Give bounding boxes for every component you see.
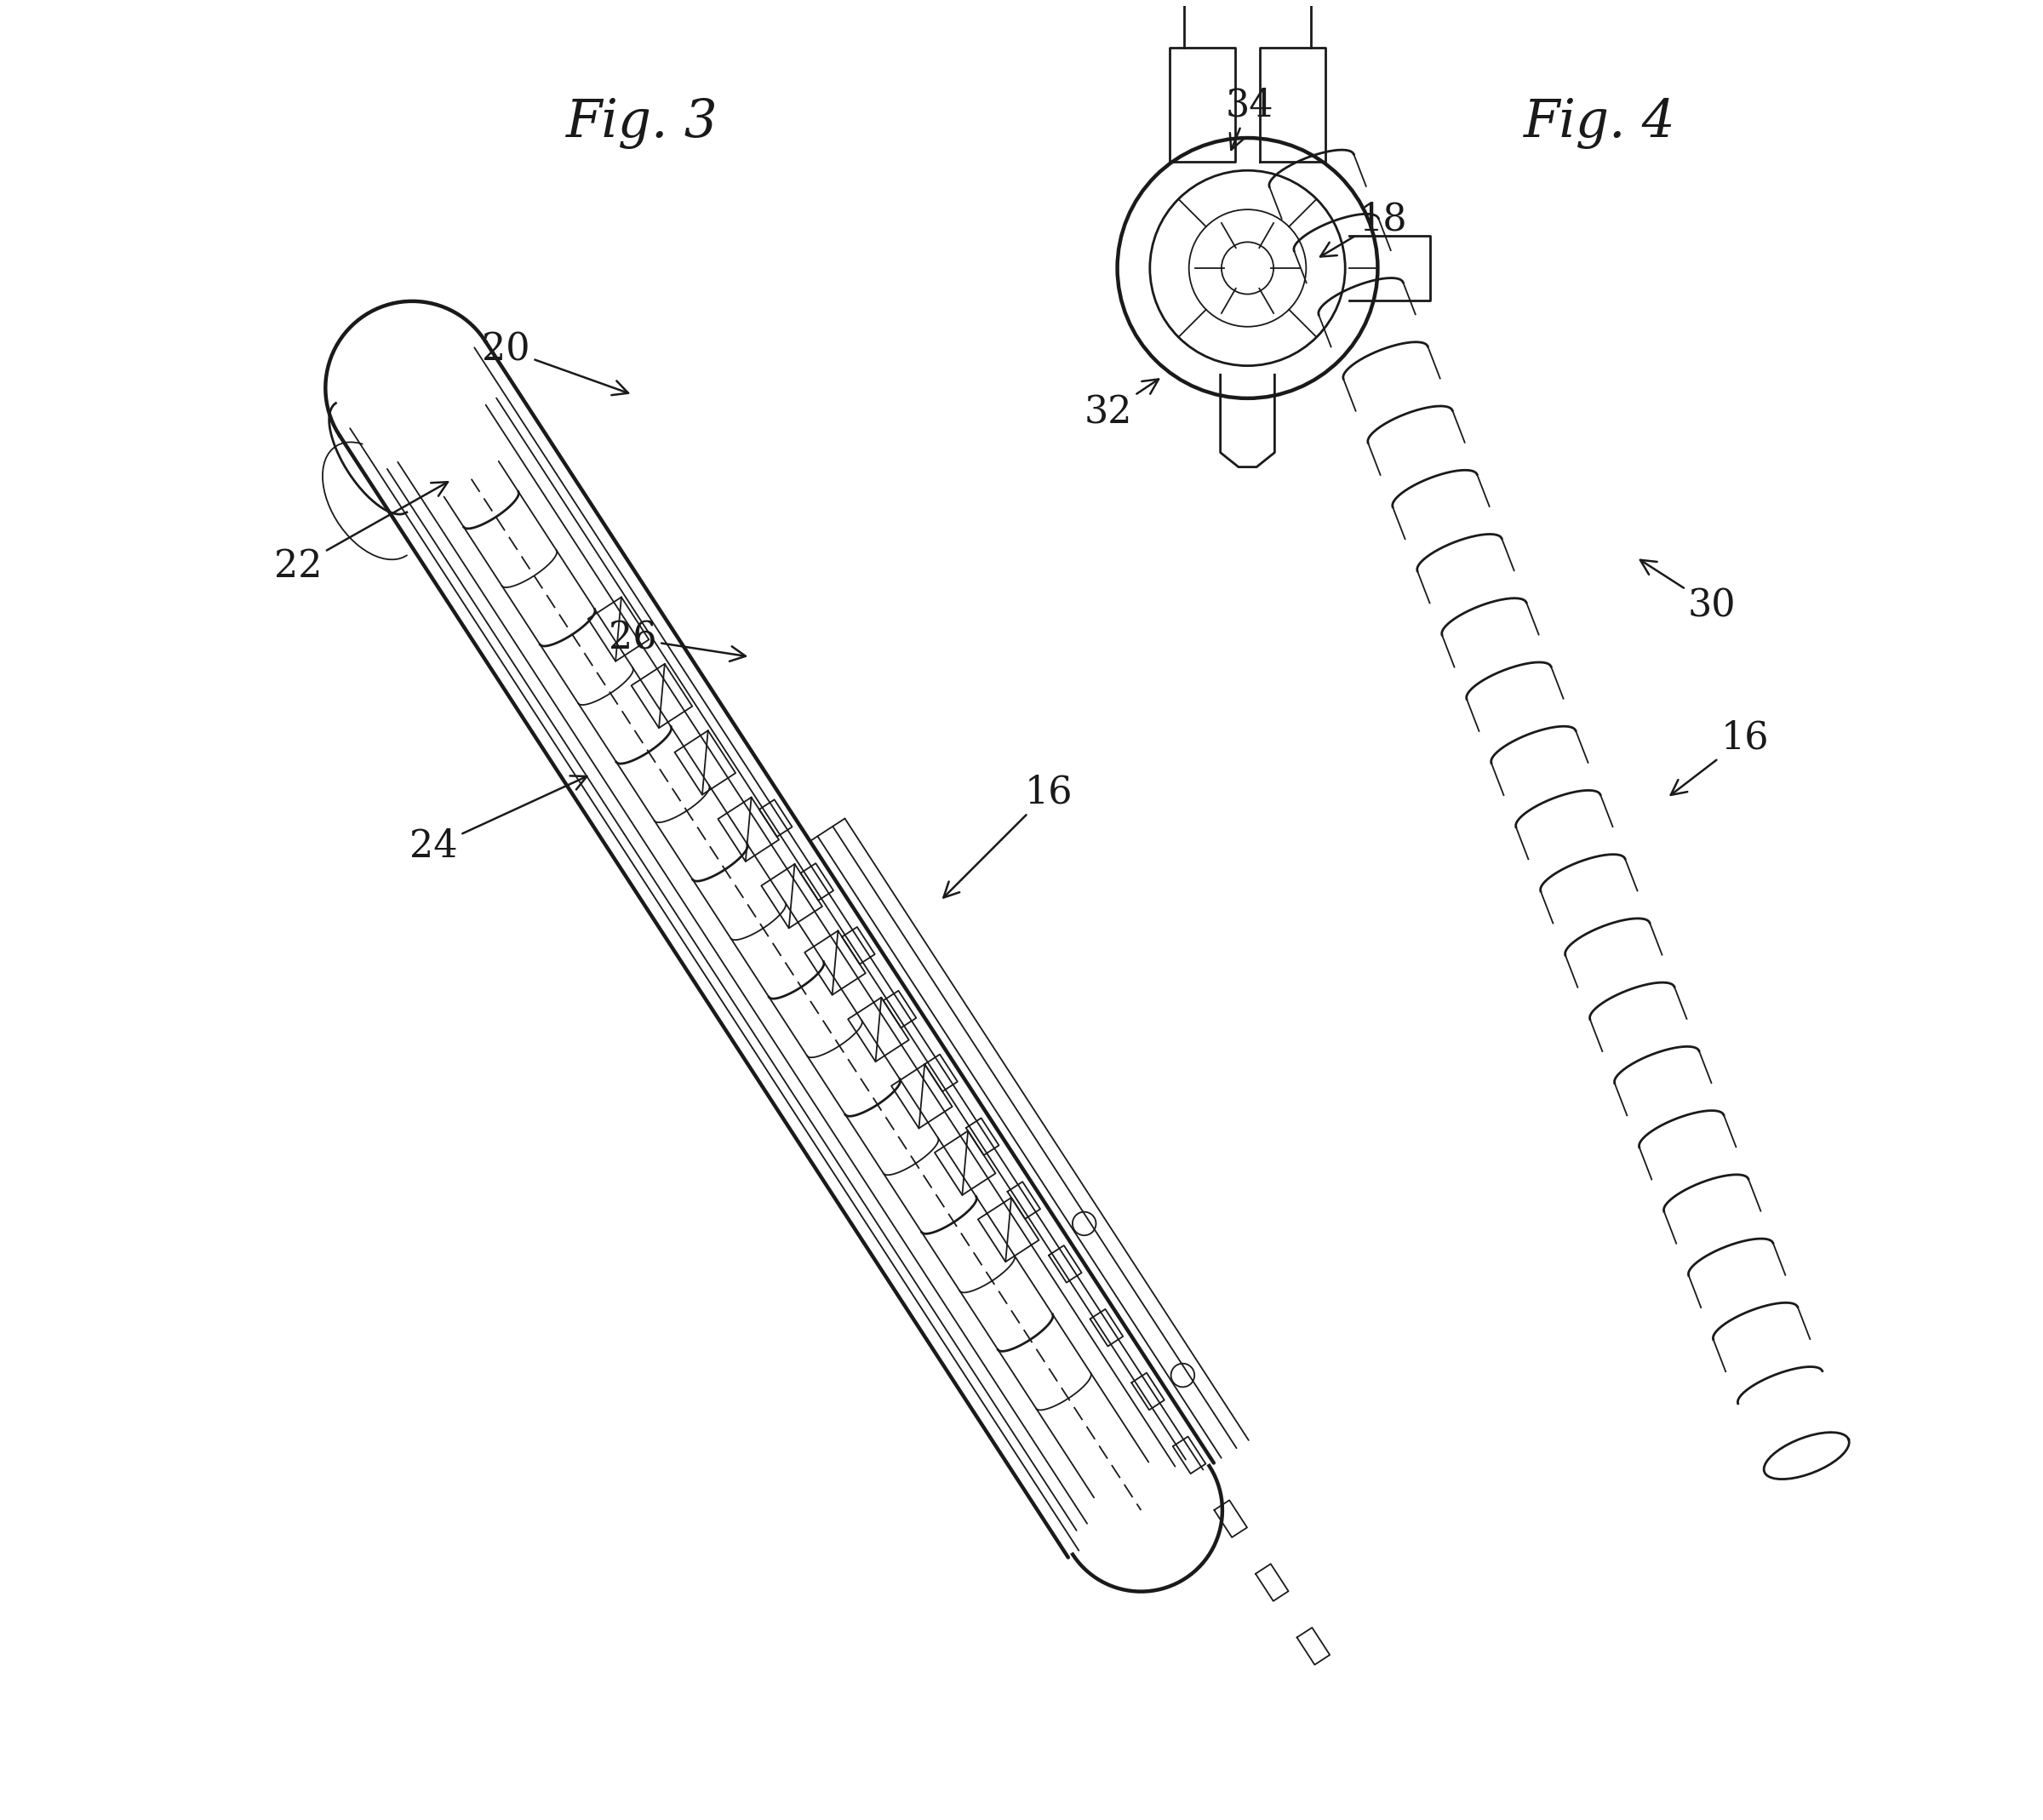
Text: 30: 30: [1641, 561, 1737, 624]
Text: 22: 22: [274, 482, 447, 584]
Text: 34: 34: [1226, 87, 1273, 149]
Text: 18: 18: [1320, 200, 1408, 257]
Text: 26: 26: [609, 621, 746, 661]
Text: 32: 32: [1085, 379, 1158, 431]
Text: Fig. 3: Fig. 3: [566, 98, 717, 149]
Text: 20: 20: [482, 331, 629, 395]
Text: 16: 16: [944, 774, 1073, 897]
Text: Fig. 4: Fig. 4: [1524, 98, 1675, 149]
Text: 16: 16: [1671, 721, 1769, 795]
Text: 24: 24: [411, 775, 586, 864]
